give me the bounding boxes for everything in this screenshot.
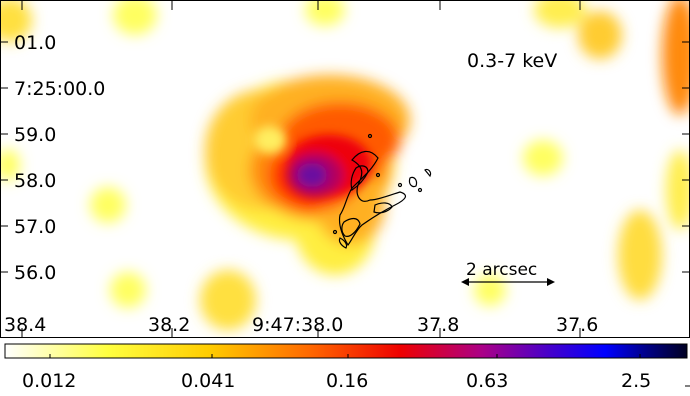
scale-bar-label: 2 arcsec [466,260,537,280]
dec-label: 59.0 [14,124,56,146]
dec-label: 01.0 [14,32,56,54]
colorbar-label: 0.63 [466,370,508,392]
dec-label: 57.0 [14,216,56,238]
dec-axis-labels: 01.0 7:25:00.0 59.0 58.0 57.0 56.0 [14,32,105,284]
colorbar-labels: 0.012 0.041 0.16 0.63 2.5 [22,370,651,392]
energy-band-label: 0.3-7 keV [467,50,557,72]
ra-label: 37.8 [417,314,459,336]
colorbar-label: 0.041 [181,370,235,392]
contour-overlay [332,133,432,249]
ra-label: 38.2 [148,314,190,336]
dec-label: 7:25:00.0 [14,78,105,100]
dec-label: 56.0 [14,262,56,284]
colorbar [4,343,690,387]
ra-label: 9:47:38.0 [252,314,343,336]
ra-label: 37.6 [556,314,598,336]
ra-axis-ticks [21,0,581,338]
ra-axis-labels: 38.4 38.2 9:47:38.0 37.8 37.6 [4,314,598,336]
colorbar-label: 0.16 [326,370,368,392]
ra-label: 38.4 [4,314,46,336]
dec-label: 58.0 [14,170,56,192]
dec-axis-ticks [0,41,690,273]
scale-bar: 2 arcsec [461,260,555,286]
colorbar-label: 2.5 [621,370,651,392]
colorbar-label: 0.012 [22,370,76,392]
xray-intensity-map [0,0,690,330]
